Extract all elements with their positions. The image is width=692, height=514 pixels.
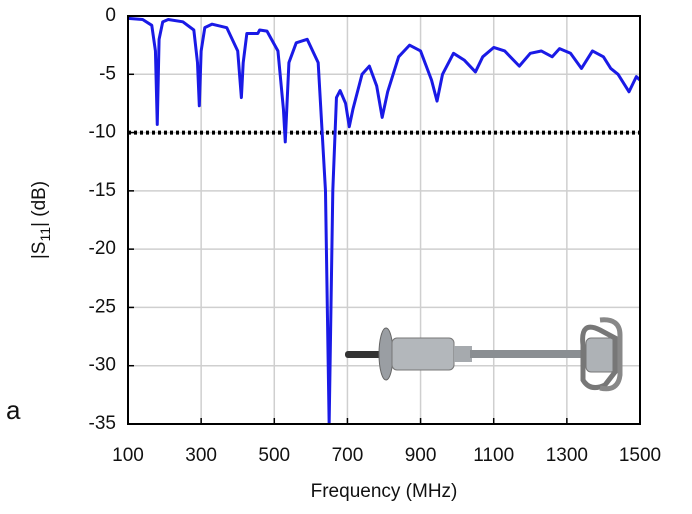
y-tick-label: 0: [105, 5, 116, 26]
x-tick-label: 900: [405, 445, 437, 466]
x-tick-label: 1500: [619, 445, 661, 466]
y-tick-label: -15: [89, 180, 116, 201]
y-label-subscript: 11: [37, 227, 53, 242]
y-tick-label: -20: [89, 238, 116, 259]
panel-label: a: [6, 395, 21, 425]
y-label-part: |S: [29, 242, 50, 260]
y-tick-label: -10: [89, 122, 116, 143]
y-tick-label: -30: [89, 355, 116, 376]
y-tick-label: -5: [99, 63, 116, 84]
x-tick-label: 1300: [546, 445, 588, 466]
x-tick-label: 500: [258, 445, 290, 466]
x-tick-label: 100: [112, 445, 144, 466]
probe-photo: [345, 317, 623, 392]
x-tick-label: 1100: [473, 445, 514, 466]
data-line: [128, 16, 640, 424]
x-tick-label: 700: [332, 445, 364, 466]
plot-frame: [127, 15, 641, 425]
y-tick-label: -35: [89, 413, 116, 434]
x-tick-label: 300: [185, 445, 217, 466]
y-tick-label: -25: [89, 296, 116, 317]
y-label-part: | (dB): [29, 181, 50, 227]
x-axis-label: Frequency (MHz): [311, 481, 458, 502]
y-axis-label: |S11| (dB): [29, 181, 53, 259]
